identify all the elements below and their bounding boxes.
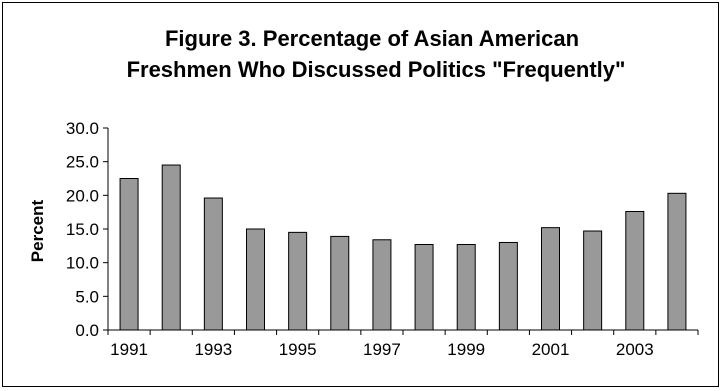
bar-2004 (667, 192, 687, 331)
chart-title-line-2: Freshmen Who Discussed Politics "Frequen… (127, 57, 626, 82)
y-tick-label: 5.0 (75, 287, 99, 306)
bar-1998 (414, 243, 434, 331)
bar-1997 (372, 239, 392, 331)
bar-1994 (246, 228, 265, 331)
y-tick-label: 20.0 (66, 186, 99, 205)
chart-title-line-1: Figure 3. Percentage of Asian American (165, 26, 579, 51)
x-tick-label: 1995 (279, 340, 317, 359)
y-tick-label: 10.0 (66, 254, 99, 273)
bar-1996 (330, 235, 350, 331)
bar-2000 (498, 241, 518, 331)
x-tick-label: 2003 (616, 340, 654, 359)
y-tick-label: 25.0 (66, 153, 99, 172)
bar-2003 (625, 210, 645, 331)
plot-area: 0.0 5.0 10.0 15.0 20.0 25.0 30.0 1991 1993 1995 19… (66, 119, 699, 359)
bar-1993 (203, 197, 223, 331)
bar-1991 (119, 178, 139, 331)
bar-1995 (288, 231, 308, 331)
bar-2001 (541, 227, 560, 331)
bar-1992 (161, 164, 181, 331)
x-tick-label: 2001 (532, 340, 570, 359)
bar-1999 (456, 243, 476, 331)
y-tick-label: 15.0 (66, 220, 99, 239)
y-tick-label: 30.0 (66, 119, 99, 138)
x-tick-label: 1991 (110, 340, 148, 359)
y-axis-label: Percent (28, 199, 47, 262)
bar-2002 (583, 230, 603, 331)
x-tick-label: 1997 (363, 340, 401, 359)
x-tick-label: 1999 (447, 340, 485, 359)
x-tick-label: 1993 (194, 340, 232, 359)
y-tick-label: 0.0 (75, 321, 99, 340)
